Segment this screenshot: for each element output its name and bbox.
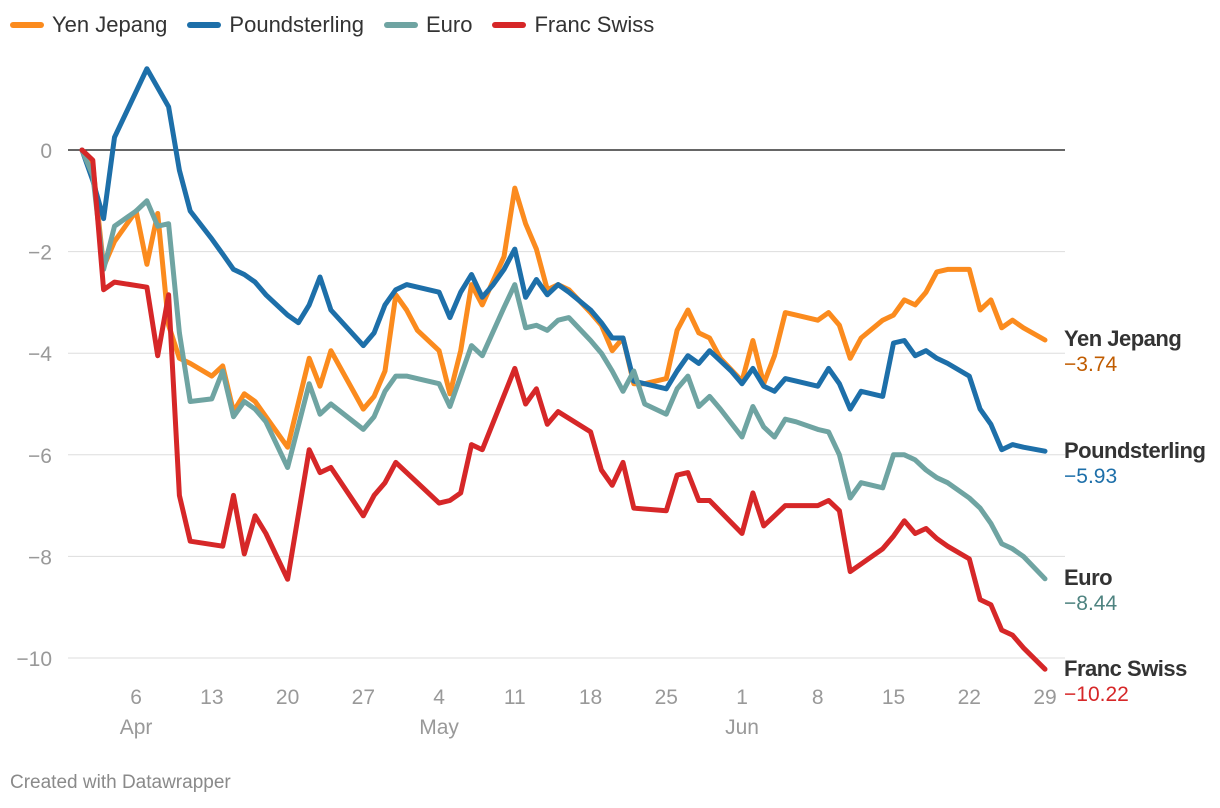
end-label-value: −10.22 (1064, 683, 1129, 706)
x-tick-label: 13 (200, 686, 223, 709)
end-label-name: Euro (1064, 565, 1112, 590)
gridlines (68, 251, 1065, 659)
legend-item: Yen Jepang (10, 12, 167, 38)
series-lines (79, 66, 1048, 672)
y-tick-label: −6 (28, 445, 52, 468)
y-tick-label: −2 (28, 242, 52, 265)
legend-label: Poundsterling (229, 12, 364, 37)
x-tick-label: 4 (433, 686, 445, 709)
series-line-franc-swiss (79, 147, 1048, 672)
end-label-name: Franc Swiss (1064, 656, 1187, 681)
credit-text: Created with Datawrapper (10, 772, 231, 793)
x-tick-label: 8 (812, 686, 824, 709)
legend-swatch (187, 22, 222, 28)
legend-label: Yen Jepang (52, 12, 168, 37)
x-tick-label: 18 (579, 686, 602, 709)
legend-swatch (383, 22, 418, 28)
series-line-yen-jepang (79, 147, 1048, 450)
legend-label: Franc Swiss (534, 12, 655, 37)
end-label-name: Yen Jepang (1064, 326, 1181, 351)
legend: Yen Jepang Poundsterling Euro Franc Swiss (10, 12, 654, 38)
x-month-label: Jun (725, 716, 759, 739)
legend-swatch (492, 22, 527, 28)
legend-label: Euro (425, 12, 473, 37)
legend-item: Poundsterling (187, 12, 364, 38)
x-tick-label: 25 (655, 686, 678, 709)
x-tick-label: 6 (130, 686, 142, 709)
end-label-name: Poundsterling (1064, 438, 1205, 463)
legend-item: Euro (383, 12, 473, 38)
y-tick-label: −4 (28, 343, 52, 366)
legend-item: Franc Swiss (492, 12, 654, 38)
end-label-value: −8.44 (1064, 592, 1117, 615)
x-tick-label: 1 (736, 686, 748, 709)
x-month-label: Apr (120, 716, 153, 739)
x-tick-label: 20 (276, 686, 299, 709)
end-label-value: −5.93 (1064, 465, 1117, 488)
x-tick-label: 29 (1033, 686, 1056, 709)
x-tick-label: 15 (882, 686, 905, 709)
series-line-poundsterling (79, 66, 1048, 454)
x-axis-ticks: 6 Apr 13 20 27 4 May 11 18 25 1 Jun 8 15 22 29 (120, 686, 1057, 739)
x-tick-label: 11 (504, 686, 526, 709)
y-tick-label: −10 (16, 648, 52, 671)
end-label-value: −3.74 (1064, 353, 1117, 376)
y-axis-ticks: 0 −2 −4 −6 −8 −10 (16, 140, 52, 671)
series-line-euro (79, 147, 1048, 582)
x-month-label: May (419, 716, 459, 739)
y-tick-label: 0 (40, 140, 52, 163)
y-tick-label: −8 (28, 546, 52, 569)
x-tick-label: 22 (958, 686, 981, 709)
series-end-labels: Yen Jepang−3.74 Poundsterling−5.93 Euro−8.… (1064, 326, 1206, 706)
legend-swatch (10, 22, 44, 28)
x-tick-label: 27 (352, 686, 375, 709)
